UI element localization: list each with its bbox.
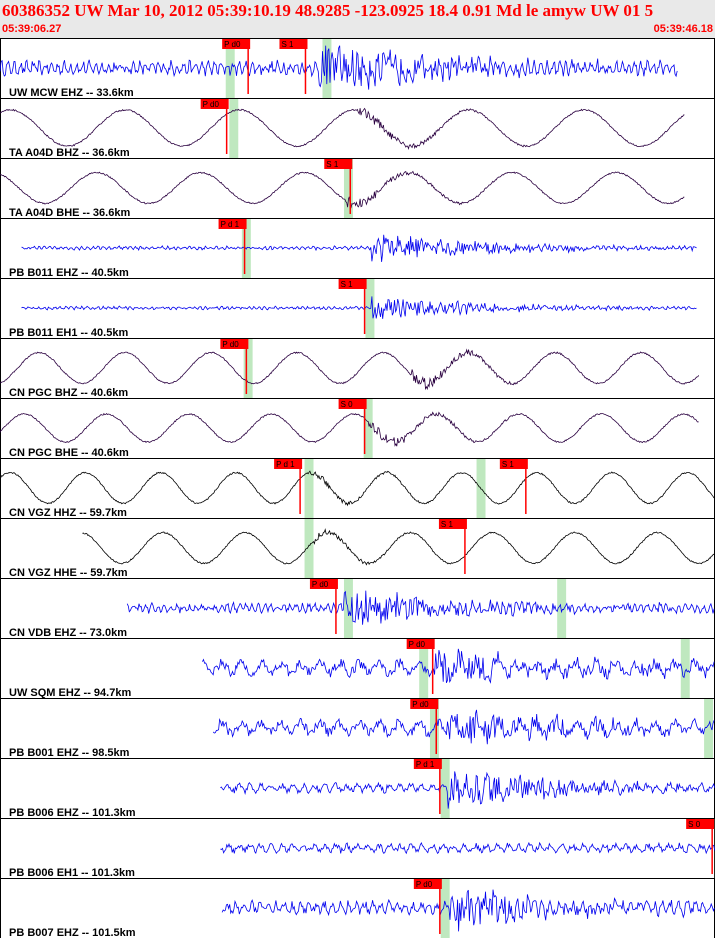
pick-label: P d0 — [416, 880, 433, 889]
trace-row: P d0 PB B007 EHZ -- 101.5km — [0, 878, 715, 938]
waveform — [0, 107, 685, 150]
pick-label: S 1 — [326, 160, 339, 169]
pick-label: S 1 — [341, 280, 354, 289]
trace-label: UW SQM EHZ -- 94.7km — [9, 687, 131, 699]
event-header: 60386352 UW Mar 10, 2012 05:39:10.19 48.… — [0, 0, 715, 38]
waveform — [0, 45, 678, 90]
waveform — [220, 771, 715, 809]
pick-window — [304, 519, 314, 578]
trace-row: P d0 PB B001 EHZ -- 98.5km — [0, 698, 715, 759]
pick-label: S 1 — [441, 520, 454, 529]
trace-row: P d 1 PB B011 EHZ -- 40.5km — [0, 218, 715, 279]
pick-label: P d 1 — [221, 220, 240, 229]
pick-label: P d0 — [412, 700, 429, 709]
event-title: 60386352 UW Mar 10, 2012 05:39:10.19 48.… — [2, 1, 654, 20]
pick-label: P d0 — [409, 640, 426, 649]
pick-label: S 0 — [688, 820, 701, 829]
pick-flag — [413, 879, 442, 889]
pick-flag — [279, 39, 308, 49]
pick-flag — [324, 159, 353, 169]
pick-flag — [686, 819, 715, 829]
trace-row: S 0 CN PGC BHE -- 40.6km — [0, 398, 715, 459]
pick-flag — [309, 579, 338, 589]
waveform — [202, 648, 715, 684]
time-end-label: 05:39:46.18 — [653, 23, 713, 35]
trace-row: P d0 S 1 UW MCW EHZ -- 33.6km — [0, 38, 715, 99]
pick-flag — [200, 99, 229, 109]
waveform — [126, 590, 715, 625]
trace-row: P d0 CN VDB EHZ -- 73.0km — [0, 578, 715, 639]
trace-row: S 0 PB B006 EH1 -- 101.3km — [0, 818, 715, 879]
waveform — [220, 841, 715, 855]
pick-flag — [410, 699, 439, 709]
pick-label: P d0 — [312, 580, 329, 589]
pick-window — [304, 459, 314, 518]
pick-flag — [438, 519, 467, 529]
pick-label: S 0 — [341, 400, 354, 409]
trace-label: CN PGC BHZ -- 40.6km — [9, 387, 128, 399]
trace-label: PB B001 EHZ -- 98.5km — [9, 747, 130, 759]
trace-label: PB B011 EHZ -- 40.5km — [9, 267, 129, 279]
trace-label: CN VDB EHZ -- 73.0km — [9, 627, 127, 639]
trace-row: S 1 TA A04D BHE -- 36.6km — [0, 158, 715, 219]
pick-window — [419, 639, 429, 698]
pick-flag — [220, 339, 249, 349]
waveform — [21, 296, 697, 319]
trace-row: P d0 UW SQM EHZ -- 94.7km — [0, 638, 715, 699]
trace-label: TA A04D BHE -- 36.6km — [9, 207, 130, 219]
pick-window — [363, 399, 373, 458]
pick-window — [680, 639, 690, 698]
trace-row: P d0 TA A04D BHZ -- 36.6km — [0, 98, 715, 159]
trace-label: CN PGC BHE -- 40.6km — [9, 447, 129, 459]
seismogram-plot: P d0 S 1 UW MCW EHZ -- 33.6km P d0 TA A04D B… — [0, 38, 715, 938]
pick-label: S 1 — [502, 460, 515, 469]
waveform — [0, 470, 715, 507]
time-start-label: 05:39:06.27 — [2, 23, 62, 35]
trace-row: P d 1 PB B006 EHZ -- 101.3km — [0, 758, 715, 819]
pick-window — [343, 579, 353, 638]
waveform — [82, 528, 715, 566]
pick-label: S 1 — [281, 40, 294, 49]
trace-row: S 1 CN VGZ HHE -- 59.7km — [0, 518, 715, 579]
pick-window — [440, 879, 450, 938]
waveform — [212, 709, 715, 745]
trace-label: PB B011 EH1 -- 40.5km — [9, 327, 128, 339]
waveform — [0, 411, 699, 447]
trace-row: P d0 CN PGC BHZ -- 40.6km — [0, 338, 715, 399]
trace-label: UW MCW EHZ -- 33.6km — [9, 87, 134, 99]
pick-window — [343, 159, 353, 218]
trace-row: S 1 PB B011 EH1 -- 40.5km — [0, 278, 715, 339]
pick-label: P d0 — [224, 40, 241, 49]
pick-flag — [218, 219, 247, 229]
trace-label: CN VGZ HHZ -- 59.7km — [9, 507, 127, 519]
waveform — [221, 889, 715, 932]
pick-flag — [338, 399, 367, 409]
pick-label: P d0 — [203, 100, 220, 109]
trace-label: TA A04D BHZ -- 36.6km — [9, 147, 130, 159]
trace-label: PB B007 EHZ -- 101.5km — [9, 927, 136, 938]
trace-label: PB B006 EHZ -- 101.3km — [9, 807, 136, 819]
pick-flag — [499, 459, 528, 469]
pick-flag — [338, 279, 367, 289]
waveform — [0, 348, 700, 391]
pick-flag — [406, 639, 435, 649]
pick-label: P d 1 — [276, 460, 295, 469]
waveform — [0, 170, 685, 209]
trace-label: PB B006 EH1 -- 101.3km — [9, 867, 135, 879]
pick-window — [243, 339, 253, 398]
pick-window — [225, 39, 235, 98]
pick-flag — [413, 759, 442, 769]
pick-label: P d0 — [222, 340, 239, 349]
trace-label: CN VGZ HHE -- 59.7km — [9, 567, 128, 579]
pick-flag — [222, 39, 251, 49]
pick-window — [229, 99, 239, 158]
trace-row: P d 1 S 1 CN VGZ HHZ -- 59.7km — [0, 458, 715, 519]
waveform — [21, 234, 697, 262]
pick-label: P d 1 — [416, 760, 435, 769]
pick-window — [704, 699, 714, 758]
pick-window — [440, 759, 450, 818]
pick-flag — [274, 459, 303, 469]
pick-window — [429, 699, 439, 758]
pick-window — [557, 579, 567, 638]
